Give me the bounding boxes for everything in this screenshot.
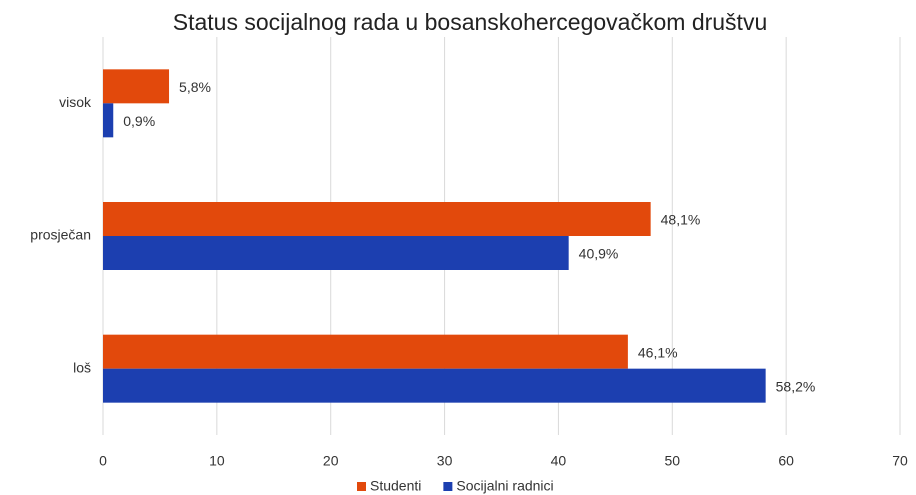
x-tick-label: 60 [778,453,794,469]
bar [103,103,114,138]
data-label: 0,9% [123,113,155,129]
bar [103,334,628,369]
bar [103,236,569,270]
x-tick-label: 0 [99,453,107,469]
y-tick-label: prosječan [30,227,91,243]
legend-swatch [357,482,366,491]
data-label: 46,1% [638,344,678,360]
y-tick-label: visok [59,94,92,110]
bar [103,368,766,403]
legend-swatch [443,482,453,491]
y-tick-label: loš [73,359,91,375]
data-label: 40,9% [579,246,619,262]
legend-label: Socijalni radnici [456,478,553,494]
x-tick-label: 40 [551,453,567,469]
x-tick-label: 50 [664,453,680,469]
x-tick-label: 70 [892,453,908,469]
bar [103,202,651,236]
x-tick-label: 30 [437,453,453,469]
chart-title: Status socijalnog rada u bosanskohercego… [173,9,768,35]
x-tick-label: 20 [323,453,339,469]
bar [103,69,170,104]
data-label: 58,2% [776,378,816,394]
data-label: 48,1% [661,212,701,228]
x-tick-label: 10 [209,453,225,469]
legend-label: Studenti [370,478,421,494]
data-label: 5,8% [179,79,211,95]
